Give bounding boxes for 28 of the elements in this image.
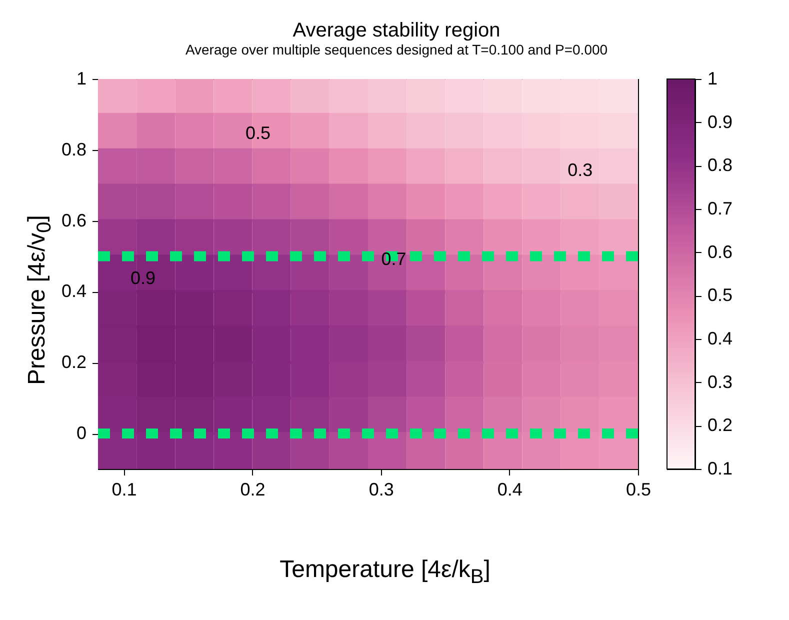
y-tick-label: 1: [76, 68, 86, 88]
color-bar-label: 0.3: [708, 372, 733, 392]
color-bar-label: 0.2: [708, 415, 733, 436]
annotation: 0.7: [381, 248, 406, 269]
y-tick-label: 0.8: [61, 139, 86, 160]
x-tick-label: 0.1: [112, 480, 137, 500]
x-tick-label: 0.4: [497, 480, 522, 500]
color-bar-label: 0.1: [708, 458, 733, 478]
x-axis-title: Temperature [4ε/k$_{B}$]: [278, 556, 492, 589]
chart-title: Average stability region: [292, 20, 500, 42]
color-bar-label: 0.7: [708, 198, 733, 218]
annotation: 0.9: [130, 268, 156, 288]
y-tick-label: 0.6: [61, 210, 86, 230]
annotation: 0.3: [568, 160, 593, 180]
chart-subtitle: Average over multiple sequences designed at T=0.100 and P=0.000: [185, 42, 608, 58]
y-tick-label: 0.2: [61, 352, 86, 372]
annotation: 0.5: [245, 123, 271, 143]
x-tick-label: 0.3: [368, 480, 394, 500]
color-bar-label: 0.6: [708, 242, 733, 262]
x-tick-label: 0.5: [626, 480, 652, 500]
color-bar-label: 0.5: [708, 285, 733, 306]
color-bar-label: 0.8: [708, 155, 733, 176]
color-bar-label: 0.9: [708, 112, 733, 132]
x-tick-label: 0.2: [240, 480, 266, 500]
color-bar-label: 0.4: [708, 328, 733, 348]
color-bar-label: 1: [708, 68, 718, 88]
y-tick-label: 0.4: [61, 281, 86, 302]
y-tick-label: 0: [76, 423, 86, 444]
